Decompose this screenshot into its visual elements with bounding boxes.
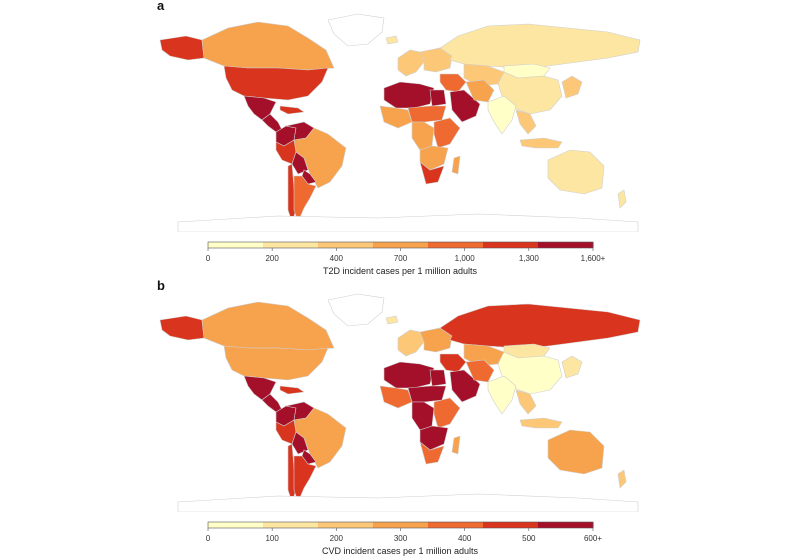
region-argentina bbox=[293, 175, 317, 223]
region-russia bbox=[439, 303, 641, 349]
legend-tick-label: 400 bbox=[330, 254, 344, 263]
legend-swatch bbox=[318, 242, 374, 248]
region-bolivia bbox=[291, 151, 309, 175]
legend-tick-label: 200 bbox=[265, 254, 279, 263]
legend-swatch bbox=[538, 242, 594, 248]
region-united-states bbox=[223, 65, 329, 101]
region-china bbox=[497, 71, 563, 115]
region-australia bbox=[547, 429, 605, 475]
region-new-zealand bbox=[617, 469, 627, 489]
legend-swatch bbox=[483, 522, 539, 528]
region-iceland bbox=[385, 315, 399, 325]
region-arabian-peninsula bbox=[449, 369, 481, 403]
legend-swatch bbox=[373, 522, 429, 528]
region-korea-japan bbox=[561, 75, 583, 99]
legend-swatch bbox=[208, 522, 264, 528]
region-antarctica bbox=[177, 493, 639, 512]
region-iceland bbox=[385, 35, 399, 45]
legend-title: CVD incident cases per 1 million adults bbox=[321, 546, 479, 556]
region-alaska bbox=[159, 35, 205, 61]
region-east-africa bbox=[433, 397, 461, 429]
region-iran bbox=[465, 359, 495, 383]
region-new-zealand bbox=[617, 189, 627, 209]
region-egypt bbox=[429, 369, 447, 387]
region-east-africa bbox=[433, 117, 461, 149]
region-southeast-asia bbox=[515, 109, 537, 135]
region-north-africa bbox=[383, 81, 435, 109]
region-india bbox=[487, 95, 517, 135]
legend-tick-label: 500 bbox=[522, 534, 536, 543]
legend-tick-label: 700 bbox=[394, 254, 408, 263]
color-legend: 0 200 400 700 1,000 1,300 1,600+ bbox=[206, 241, 606, 263]
legend-tick-label: 200 bbox=[330, 534, 344, 543]
region-korea-japan bbox=[561, 355, 583, 379]
legend-swatch bbox=[208, 242, 264, 248]
legend-tick-label: 1,600+ bbox=[581, 254, 606, 263]
panel-letter: a bbox=[157, 0, 165, 13]
region-russia bbox=[439, 23, 641, 69]
region-argentina bbox=[293, 455, 317, 503]
region-united-states bbox=[223, 345, 329, 381]
world-map bbox=[159, 293, 641, 512]
region-southeast-asia bbox=[515, 389, 537, 415]
region-indonesia bbox=[519, 417, 563, 429]
region-alaska bbox=[159, 315, 205, 341]
legend-swatch bbox=[318, 522, 374, 528]
region-western-europe bbox=[397, 49, 425, 77]
legend-swatch bbox=[428, 522, 484, 528]
region-india bbox=[487, 375, 517, 415]
legend-swatch bbox=[538, 522, 594, 528]
legend-title: T2D incident cases per 1 million adults bbox=[322, 266, 478, 276]
region-egypt bbox=[429, 89, 447, 107]
world-map bbox=[159, 13, 641, 232]
legend-tick-label: 1,300 bbox=[519, 254, 540, 263]
region-bolivia bbox=[291, 431, 309, 455]
region-china bbox=[497, 351, 563, 395]
region-antarctica bbox=[177, 213, 639, 232]
region-indonesia bbox=[519, 137, 563, 149]
legend-swatch bbox=[483, 242, 539, 248]
region-south-africa bbox=[419, 441, 445, 465]
region-caribbean bbox=[279, 385, 305, 395]
legend-swatch bbox=[263, 242, 319, 248]
region-greenland bbox=[327, 293, 385, 327]
region-madagascar bbox=[451, 155, 461, 175]
legend-swatch bbox=[373, 242, 429, 248]
legend-swatch bbox=[263, 522, 319, 528]
legend-tick-label: 1,000 bbox=[455, 254, 476, 263]
legend-swatch bbox=[428, 242, 484, 248]
legend-tick-label: 0 bbox=[206, 254, 211, 263]
region-caribbean bbox=[279, 105, 305, 115]
region-western-europe bbox=[397, 329, 425, 357]
legend-tick-label: 600+ bbox=[584, 534, 602, 543]
region-greenland bbox=[327, 13, 385, 47]
region-south-africa bbox=[419, 161, 445, 185]
region-north-africa bbox=[383, 361, 435, 389]
panel-b: b 0 100 200 300 400 500 600+ CVD incident case… bbox=[0, 278, 800, 560]
region-australia bbox=[547, 149, 605, 195]
panel-a: a 0 200 400 700 1,000 1,300 1,600+ T2D inciden… bbox=[157, 0, 641, 276]
panel-letter: b bbox=[157, 278, 165, 293]
legend-tick-label: 100 bbox=[265, 534, 279, 543]
legend-tick-label: 300 bbox=[394, 534, 408, 543]
legend-tick-label: 400 bbox=[458, 534, 472, 543]
region-iran bbox=[465, 79, 495, 103]
color-legend: 0 100 200 300 400 500 600+ bbox=[206, 521, 602, 543]
legend-tick-label: 0 bbox=[206, 534, 211, 543]
region-madagascar bbox=[451, 435, 461, 455]
region-arabian-peninsula bbox=[449, 89, 481, 123]
